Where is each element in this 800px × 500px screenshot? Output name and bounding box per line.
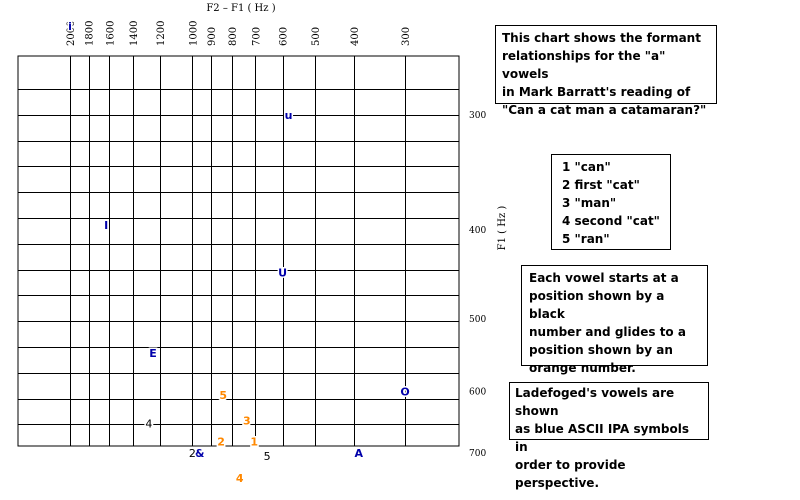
x-axis-tick-labels: 2000 1800 1600 1400 1200 1000 900 800 700 600 500 4… bbox=[66, 21, 412, 46]
y-tick-label: 300 bbox=[469, 111, 486, 121]
x-tick-label: 1600 bbox=[105, 21, 116, 46]
glide-note-line: Each vowel starts at a bbox=[529, 271, 679, 285]
legend-item-man: 3 "man" bbox=[562, 196, 617, 210]
ladefoged-vowel-point: U bbox=[278, 266, 287, 279]
ladefoged-vowel-point: I bbox=[104, 219, 108, 232]
y-tick-label: 400 bbox=[469, 226, 486, 236]
vowel-glide-end-point: 2 bbox=[217, 436, 225, 449]
legend-item-can: 1 "can" bbox=[562, 160, 611, 174]
vowel-glide-end-point: 5 bbox=[219, 389, 227, 402]
x-tick-label: 900 bbox=[207, 27, 218, 46]
ladefoged-vowel-point: u bbox=[285, 109, 293, 122]
ladefoged-note-line: order to provide perspective. bbox=[515, 458, 626, 490]
ladefoged-note-line: as blue ASCII IPA symbols in bbox=[515, 422, 690, 454]
ladefoged-vowel-point: E bbox=[149, 347, 157, 360]
x-axis-label: F2 – F1 ( Hz ) bbox=[206, 3, 275, 14]
intro-note-line: relationships for the "a" vowels bbox=[502, 49, 666, 81]
intro-note-line: in Mark Barratt's reading of bbox=[502, 85, 691, 99]
x-tick-label: 1400 bbox=[129, 21, 140, 46]
x-tick-label: 500 bbox=[311, 27, 322, 46]
x-tick-label: 600 bbox=[279, 27, 290, 46]
x-tick-label: 1800 bbox=[85, 21, 96, 46]
word-legend: 1 "can" 2 first "cat" 3 "man" 4 second "… bbox=[551, 154, 671, 250]
glide-note-line: position shown by a black bbox=[529, 289, 665, 321]
legend-item-ran: 5 "ran" bbox=[562, 232, 610, 246]
intro-note-line: "Can a cat man a catamaran?" bbox=[502, 103, 707, 117]
vowel-glide-end-point: 1 bbox=[250, 436, 258, 449]
y-axis-tick-labels: 300400500600700800900 bbox=[469, 111, 486, 459]
ladefoged-note: Ladefoged's vowels are shown as blue ASC… bbox=[509, 382, 709, 490]
ladefoged-vowel-point: i bbox=[68, 20, 72, 33]
y-tick-label: 500 bbox=[469, 315, 486, 325]
y-axis-label: F1 ( Hz ) bbox=[497, 206, 508, 251]
legend-item-first-cat: 2 first "cat" bbox=[562, 178, 640, 192]
plot-frame bbox=[17, 55, 460, 447]
intro-note: This chart shows the formant relationshi… bbox=[495, 25, 717, 117]
x-tick-label: 1200 bbox=[156, 21, 167, 46]
x-tick-label: 400 bbox=[350, 27, 361, 46]
vowel-start-point: 4 bbox=[145, 418, 152, 431]
vowel-start-point: 5 bbox=[264, 450, 271, 463]
intro-note-line: This chart shows the formant bbox=[502, 31, 701, 45]
legend-item-second-cat: 4 second "cat" bbox=[562, 214, 660, 228]
glide-note-line: orange number. bbox=[529, 361, 636, 375]
x-tick-label: 2000 bbox=[66, 21, 77, 46]
ladefoged-vowel-point: A bbox=[354, 447, 363, 460]
x-tick-label: 1000 bbox=[188, 21, 199, 46]
y-tick-label: 700 bbox=[469, 449, 486, 459]
ladefoged-vowel-point: O bbox=[400, 386, 409, 399]
x-tick-label: 800 bbox=[228, 27, 239, 46]
y-tick-label: 600 bbox=[469, 388, 486, 398]
chart-grid bbox=[17, 55, 460, 447]
glide-note-line: position shown by an bbox=[529, 343, 673, 357]
vowel-glide-end-point: 4 bbox=[236, 472, 244, 485]
glide-note-line: number and glides to a bbox=[529, 325, 686, 339]
x-tick-label: 300 bbox=[401, 27, 412, 46]
x-tick-label: 700 bbox=[251, 27, 262, 46]
ladefoged-vowel-point: & bbox=[195, 447, 205, 460]
ladefoged-note-line: Ladefoged's vowels are shown bbox=[515, 386, 675, 418]
vowel-glide-end-point: 3 bbox=[243, 414, 251, 427]
vowel-start-point: 2 bbox=[189, 447, 196, 460]
glide-note: Each vowel starts at a position shown by… bbox=[521, 265, 708, 375]
